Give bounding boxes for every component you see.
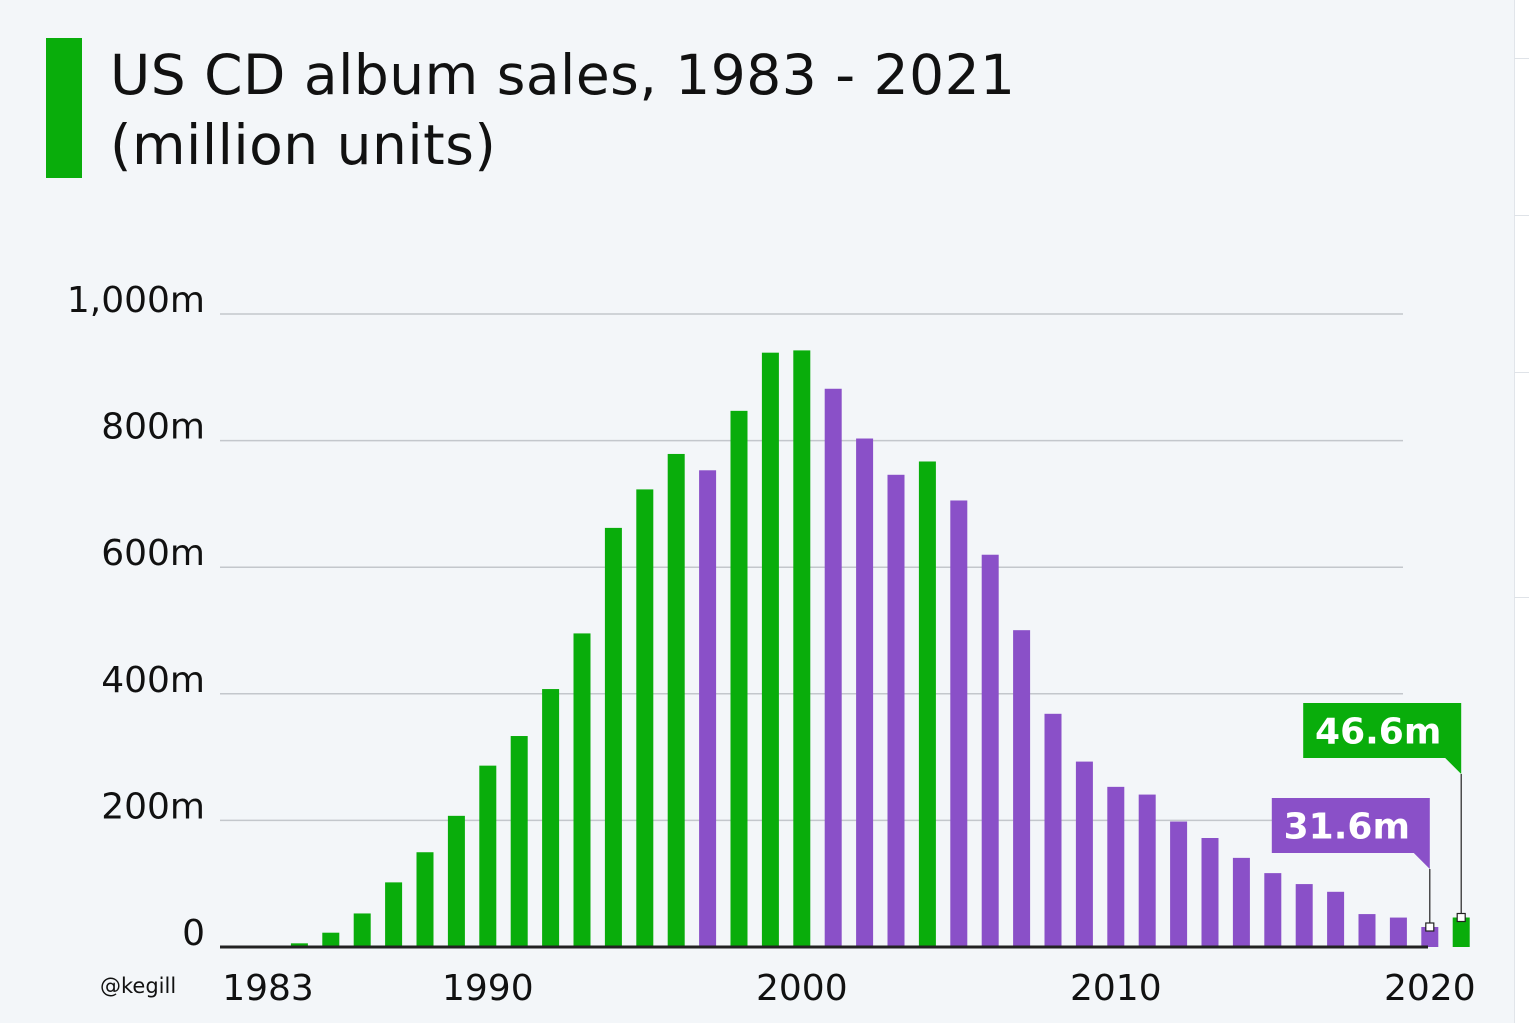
strip-divider: [1514, 597, 1529, 598]
bar: [1452, 917, 1470, 947]
chart-title-block: US CD album sales, 1983 - 2021 (million …: [110, 40, 1210, 180]
callouts: 31.6m 46.6m: [1271, 703, 1466, 932]
bar: [1107, 786, 1125, 947]
bar: [1138, 794, 1156, 947]
bar: [1358, 914, 1376, 947]
bar: [793, 350, 811, 948]
bar: [1327, 891, 1345, 947]
bar: [1421, 926, 1439, 947]
y-axis: 0 200m 400m 600m 800m 1,000m: [67, 280, 205, 954]
x-tick-label: 2000: [756, 968, 848, 1009]
y-tick-label: 400m: [101, 660, 205, 701]
title-accent-bar: [46, 38, 82, 178]
bar: [636, 489, 654, 947]
bar: [479, 765, 497, 947]
bar: [353, 913, 371, 947]
y-tick-label: 0: [182, 913, 205, 954]
strip-divider: [1514, 58, 1529, 59]
bar: [510, 736, 528, 947]
bar: [447, 815, 465, 947]
x-tick-label: 2020: [1384, 968, 1476, 1009]
x-tick-label: 2010: [1070, 968, 1162, 1009]
bar: [824, 388, 842, 947]
bar: [1170, 821, 1188, 947]
credit-label: @kegill: [100, 974, 176, 998]
bar: [1232, 857, 1250, 947]
bar: [1013, 630, 1031, 947]
y-tick-label: 1,000m: [67, 280, 205, 321]
strip-divider: [1514, 215, 1529, 216]
x-tick-label: 1990: [442, 968, 534, 1009]
strip-divider: [1514, 372, 1529, 373]
callout-box: [1303, 703, 1462, 774]
callout-label: 31.6m: [1284, 807, 1410, 848]
callout-label: 46.6m: [1315, 712, 1441, 753]
bar: [542, 689, 560, 947]
callout-box: [1271, 798, 1430, 869]
bar: [918, 461, 936, 947]
bar: [1075, 761, 1093, 947]
gridlines: [220, 313, 1403, 822]
bar: [290, 943, 308, 947]
bar: [1201, 837, 1219, 947]
bar: [322, 932, 340, 947]
bars: [259, 350, 1470, 948]
right-edge-strip: [1514, 0, 1529, 1023]
bar: [950, 500, 968, 947]
x-axis: 1983 1990 2000 2010 2020: [222, 968, 1475, 1009]
bar: [761, 352, 779, 948]
bar: [604, 527, 622, 947]
y-tick-label: 200m: [101, 786, 205, 827]
bar: [1389, 917, 1407, 947]
bar: [699, 470, 717, 947]
x-tick-label: 1983: [222, 968, 314, 1009]
bar: [1264, 873, 1282, 947]
y-tick-label: 600m: [101, 533, 205, 574]
bar: [1044, 713, 1062, 947]
callout-marker: [1456, 912, 1466, 923]
bar: [1295, 884, 1313, 947]
bar: [730, 410, 748, 947]
chart-title: US CD album sales, 1983 - 2021: [110, 43, 1016, 107]
bar: [416, 852, 434, 947]
bar: [856, 438, 874, 947]
bar: [385, 882, 403, 947]
bar: [573, 633, 591, 947]
bar: [887, 474, 905, 947]
chart-subtitle: (million units): [110, 113, 497, 177]
callout-marker: [1425, 922, 1435, 932]
bar: [667, 453, 685, 947]
bar: [981, 554, 999, 947]
y-tick-label: 800m: [101, 407, 205, 448]
